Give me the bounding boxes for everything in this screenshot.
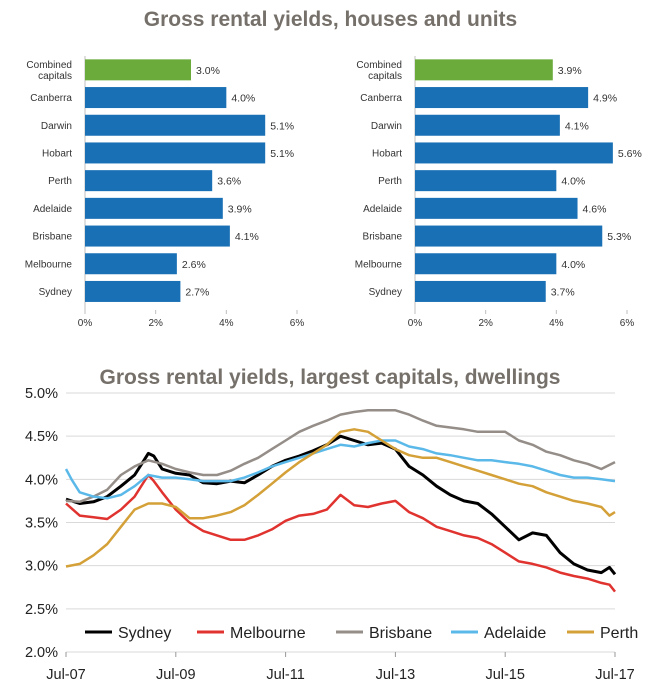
value-label: 5.6%	[618, 148, 642, 160]
value-label: 2.6%	[182, 259, 206, 271]
y-tick-label: 4.0%	[25, 472, 58, 488]
category-label: Canberra	[360, 93, 402, 104]
value-label: 3.7%	[551, 286, 575, 298]
value-label: 4.1%	[565, 120, 589, 132]
bar-combined-capitals	[415, 59, 553, 81]
legend-label-brisbane: Brisbane	[369, 625, 432, 642]
bar-perth	[85, 170, 213, 192]
category-label: Sydney	[39, 287, 72, 298]
legend-label-adelaide: Adelaide	[484, 625, 546, 642]
value-label: 4.0%	[561, 259, 585, 271]
x-tick-label: Jul-09	[156, 667, 196, 683]
value-label: 4.0%	[561, 176, 585, 188]
units-bar-chart: Combined capitals 3.9% Canberra 4.9% Darwin 4.…	[355, 56, 642, 329]
category-label: Adelaide	[33, 204, 72, 215]
bar-brisbane	[415, 225, 603, 247]
category-label: Sydney	[369, 287, 402, 298]
legend-label-sydney: Sydney	[118, 625, 171, 642]
bar-darwin	[415, 114, 560, 136]
category-label: Hobart	[42, 148, 72, 159]
category-label: Adelaide	[363, 204, 402, 215]
value-label: 4.9%	[593, 93, 617, 105]
value-label: 4.0%	[231, 93, 255, 105]
series-line-melbourne	[65, 473, 616, 593]
bar-adelaide	[415, 197, 578, 219]
bar-sydney	[85, 280, 181, 302]
category-label: Perth	[378, 176, 402, 187]
bar-combined-capitals	[85, 59, 191, 81]
y-tick-label: 2.5%	[25, 602, 58, 618]
category-label: Combined capitals	[26, 60, 72, 82]
value-label: 3.9%	[228, 203, 252, 215]
value-label: 5.1%	[270, 148, 294, 160]
x-tick-label: 4%	[219, 318, 234, 329]
value-label: 5.3%	[607, 231, 631, 243]
category-label: Darwin	[41, 121, 72, 132]
category-label: Combined capitals	[356, 60, 402, 82]
page-title: Gross rental yields, houses and units	[143, 8, 518, 31]
legend-label-melbourne: Melbourne	[230, 625, 306, 642]
category-label: Brisbane	[363, 232, 403, 243]
x-tick-label: 6%	[290, 318, 305, 329]
value-label: 4.6%	[583, 203, 607, 215]
y-tick-label: 4.5%	[25, 429, 58, 445]
category-label: Hobart	[372, 148, 402, 159]
series-line-sydney	[65, 434, 617, 576]
value-label: 3.9%	[558, 65, 582, 77]
x-tick-label: Jul-07	[46, 667, 86, 683]
y-tick-label: 5.0%	[25, 386, 58, 402]
y-tick-label: 2.0%	[25, 645, 58, 661]
houses-bar-chart: Combined capitals 3.0% Canberra 4.0% Darwin 5.…	[25, 56, 305, 329]
value-label: 3.0%	[196, 65, 220, 77]
bar-sydney	[415, 280, 546, 302]
x-tick-label: 0%	[78, 318, 93, 329]
category-label: Perth	[48, 176, 72, 187]
x-tick-label: 2%	[148, 318, 163, 329]
series-line-perth	[65, 428, 616, 568]
y-tick-label: 3.0%	[25, 559, 58, 575]
x-tick-label: Jul-15	[485, 667, 525, 683]
bar-perth	[415, 170, 557, 192]
value-label: 5.1%	[270, 120, 294, 132]
x-tick-label: Jul-17	[595, 667, 635, 683]
bar-canberra	[415, 87, 589, 109]
line-chart-title: Gross rental yields, largest capitals, d…	[99, 366, 560, 389]
value-label: 3.6%	[217, 176, 241, 188]
category-label: Canberra	[30, 93, 72, 104]
category-label: Brisbane	[33, 232, 73, 243]
x-tick-label: Jul-11	[266, 667, 304, 683]
bar-canberra	[85, 87, 227, 109]
x-tick-label: 4%	[549, 318, 564, 329]
x-tick-label: 6%	[620, 318, 635, 329]
x-tick-label: 2%	[478, 318, 493, 329]
value-label: 2.7%	[185, 286, 209, 298]
bar-melbourne	[85, 253, 177, 275]
bar-darwin	[85, 114, 266, 136]
bar-melbourne	[415, 253, 557, 275]
category-label: Darwin	[371, 121, 402, 132]
category-label: Melbourne	[25, 259, 73, 270]
y-tick-label: 3.5%	[25, 516, 58, 532]
bar-brisbane	[85, 225, 230, 247]
value-label: 4.1%	[235, 231, 259, 243]
category-label: Melbourne	[355, 259, 403, 270]
series-line-adelaide	[64, 439, 616, 500]
series-line-brisbane	[65, 409, 616, 504]
bar-adelaide	[85, 197, 223, 219]
legend-label-perth: Perth	[600, 625, 638, 642]
x-tick-label: 0%	[408, 318, 423, 329]
bar-hobart	[415, 142, 613, 164]
bar-hobart	[85, 142, 266, 164]
dwellings-line-chart: Gross rental yields, largest capitals, d…	[25, 366, 638, 683]
x-tick-label: Jul-13	[376, 667, 416, 683]
